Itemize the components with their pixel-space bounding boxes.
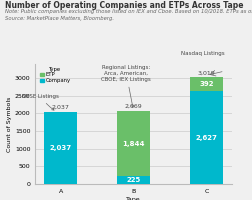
Bar: [190, 91, 223, 184]
Text: 2,037: 2,037: [50, 145, 72, 151]
Text: 392: 392: [199, 81, 214, 87]
Text: Note: Public companies excluding those listed on IEX and Cboe. Based on 10/2018.: Note: Public companies excluding those l…: [5, 9, 252, 14]
Bar: [190, 77, 223, 91]
Y-axis label: Count of Symbols: Count of Symbols: [7, 96, 12, 152]
Bar: [117, 176, 150, 184]
Text: 2,627: 2,627: [196, 135, 217, 141]
Text: Regional Listings:
Arca, American,
CBOE, IEX Listings: Regional Listings: Arca, American, CBOE,…: [101, 65, 151, 107]
Text: NYSE Listings: NYSE Listings: [22, 94, 59, 110]
Text: Number of Operating Companies and ETPs Across Tape: Number of Operating Companies and ETPs A…: [5, 1, 243, 10]
Text: 2,037: 2,037: [52, 105, 70, 110]
Text: 2,069: 2,069: [125, 104, 142, 109]
Bar: [44, 112, 77, 184]
Text: Nasdaq Listings: Nasdaq Listings: [181, 51, 225, 56]
Legend: ETP, Company: ETP, Company: [40, 67, 71, 83]
Text: Source: MarketPlace Matters, Bloomberg.: Source: MarketPlace Matters, Bloomberg.: [5, 16, 114, 21]
Text: 225: 225: [127, 177, 141, 183]
Text: 1,844: 1,844: [122, 141, 145, 147]
X-axis label: Tape: Tape: [126, 197, 141, 200]
Bar: [117, 111, 150, 176]
Text: 3,019: 3,019: [198, 70, 215, 75]
